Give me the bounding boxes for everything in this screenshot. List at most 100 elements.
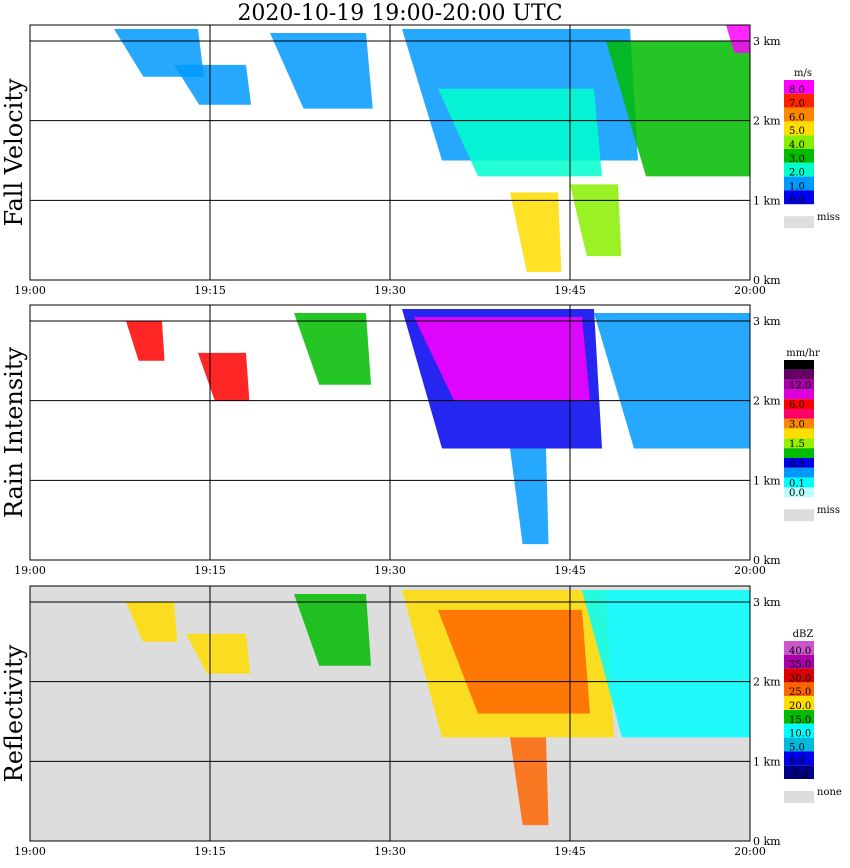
echo-feature xyxy=(726,25,750,53)
legend-swatch xyxy=(784,751,814,766)
panel-1: 19:00 19:15 19:30 19:45 20:000 km 1 km 2 km 3 k… xyxy=(0,304,840,577)
legend-swatch xyxy=(784,696,814,710)
y-tick-label: 0 km xyxy=(753,274,781,287)
legend-missing-swatch xyxy=(784,509,814,522)
legend-swatch xyxy=(784,710,814,724)
y-tick-label: 1 km xyxy=(753,474,781,487)
x-tick-label: 19:30 xyxy=(374,284,406,297)
x-tick-label: 19:15 xyxy=(194,284,226,297)
echo-feature xyxy=(594,312,750,449)
x-tick-label: 19:00 xyxy=(14,845,46,858)
legend-swatch xyxy=(784,418,814,429)
echo-feature xyxy=(198,352,250,401)
legend-level-label: 1.0 xyxy=(789,181,805,192)
legend-level-label: 5.0 xyxy=(789,126,805,137)
legend-swatch xyxy=(784,765,814,779)
y-tick-label: 1 km xyxy=(753,755,781,768)
legend-swatch xyxy=(784,487,814,498)
echo-feature xyxy=(294,593,372,666)
x-tick-label: 19:45 xyxy=(554,845,586,858)
legend-swatch xyxy=(784,93,814,108)
legend-level-label: 40.0 xyxy=(789,646,811,657)
legend-swatch xyxy=(784,135,814,149)
legend-level-label: 6.0 xyxy=(789,400,805,411)
echo-features xyxy=(114,25,750,273)
legend-level-label: 8.0 xyxy=(789,85,805,96)
legend-level-label: 6.0 xyxy=(789,112,805,123)
legend-swatch xyxy=(784,149,814,163)
legend-missing-swatch xyxy=(784,791,814,803)
legend-swatch xyxy=(784,379,814,390)
legend-swatch xyxy=(784,477,814,488)
echo-feature xyxy=(570,184,622,257)
legend-unit: mm/hr xyxy=(786,348,820,359)
echo-feature xyxy=(186,633,251,674)
echo-feature xyxy=(270,32,373,109)
legend-level-label: 0.1 xyxy=(789,478,805,489)
x-tick-label: 20:00 xyxy=(734,564,766,577)
echo-features xyxy=(126,308,750,545)
echo-feature xyxy=(438,609,590,714)
x-tick-label: 19:45 xyxy=(554,564,586,577)
legend-level-label: 2.0 xyxy=(789,168,805,179)
legend-level-label: 3.0 xyxy=(789,154,805,165)
echo-features xyxy=(126,589,750,826)
x-tick-label: 20:00 xyxy=(734,845,766,858)
y-tick-label: 2 km xyxy=(753,115,781,128)
legend-swatch xyxy=(784,190,814,205)
legend-swatch xyxy=(784,438,814,449)
x-tick-label: 19:15 xyxy=(194,845,226,858)
legend-swatch xyxy=(784,389,814,400)
legend-level-label: 4.0 xyxy=(789,140,805,151)
y-tick-label: 0 km xyxy=(753,835,781,848)
panel-label: Rain Intensity xyxy=(0,347,28,519)
legend-swatch xyxy=(784,369,814,380)
legend-swatch xyxy=(784,176,814,191)
x-tick-label: 19:30 xyxy=(374,845,406,858)
legend-swatch xyxy=(784,80,814,94)
legend-level-label: 35.0 xyxy=(789,660,811,671)
x-tick-label: 19:30 xyxy=(374,564,406,577)
legend-level-label: 0.5 xyxy=(789,459,805,470)
echo-feature xyxy=(294,312,372,385)
x-tick-label: 19:00 xyxy=(14,564,46,577)
plot-frame xyxy=(29,304,751,561)
panel-label: Reflectivity xyxy=(0,644,28,782)
chart-title: 2020-10-19 19:00-20:00 UTC xyxy=(237,1,563,26)
x-tick-label: 19:00 xyxy=(14,284,46,297)
legend-level-label: 10.0 xyxy=(789,729,811,740)
legend-swatch xyxy=(784,654,814,669)
panel-label: Fall Velocity xyxy=(0,78,28,227)
legend-missing-label: none xyxy=(817,787,842,798)
legend-swatch xyxy=(784,121,814,136)
legend-swatch xyxy=(784,737,814,752)
legend-swatch xyxy=(784,467,814,478)
legend-swatch xyxy=(784,448,814,458)
y-tick-label: 3 km xyxy=(753,596,781,609)
echo-feature xyxy=(126,601,178,642)
y-tick-label: 2 km xyxy=(753,676,781,689)
y-tick-label: 3 km xyxy=(753,315,781,328)
legend-level-label: -5.0 xyxy=(789,770,808,781)
legend-swatch xyxy=(784,668,814,683)
plot-frame xyxy=(29,585,751,842)
legend-swatch xyxy=(784,360,814,370)
panel-0: 19:00 19:15 19:30 19:45 20:000 km 1 km 2 km 3 k… xyxy=(0,24,840,297)
plot-frame xyxy=(29,24,751,281)
legend-unit: m/s xyxy=(794,68,812,79)
legend-swatch xyxy=(784,682,814,697)
y-tick-label: 3 km xyxy=(753,35,781,48)
legend-swatch xyxy=(784,409,814,419)
legend-swatch xyxy=(784,428,814,439)
legend-swatch xyxy=(784,399,814,409)
legend-level-label: 0.0 xyxy=(789,488,805,499)
legend-swatch xyxy=(784,162,814,177)
legend-missing-label: miss xyxy=(817,505,840,516)
legend-level-label: 20.0 xyxy=(789,701,811,712)
legend-level-label: 0.0 xyxy=(789,195,805,206)
legend-swatch xyxy=(784,107,814,122)
legend-level-label: 7.0 xyxy=(789,99,805,110)
legend-swatch xyxy=(784,458,814,468)
echo-feature xyxy=(510,448,549,545)
